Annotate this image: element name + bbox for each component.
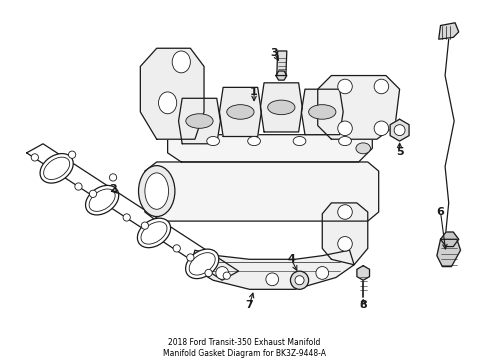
Ellipse shape xyxy=(373,121,388,136)
Ellipse shape xyxy=(226,105,254,119)
Polygon shape xyxy=(26,144,238,280)
Text: 7: 7 xyxy=(245,300,253,310)
Text: 6: 6 xyxy=(436,207,444,217)
Polygon shape xyxy=(438,23,458,39)
Polygon shape xyxy=(440,232,458,247)
Ellipse shape xyxy=(373,79,388,94)
Ellipse shape xyxy=(338,136,351,145)
Polygon shape xyxy=(276,51,286,76)
Ellipse shape xyxy=(186,254,194,261)
Polygon shape xyxy=(190,250,353,289)
Ellipse shape xyxy=(393,125,404,136)
Text: 2018 Ford Transit-350 Exhaust Manifold
Manifold Gasket Diagram for BK3Z-9448-A: 2018 Ford Transit-350 Exhaust Manifold M… xyxy=(162,338,325,358)
Ellipse shape xyxy=(185,249,218,279)
Ellipse shape xyxy=(89,189,115,211)
Polygon shape xyxy=(178,98,220,144)
Polygon shape xyxy=(219,87,261,136)
Ellipse shape xyxy=(294,276,304,285)
Ellipse shape xyxy=(189,253,215,275)
Text: 3: 3 xyxy=(270,48,277,58)
Text: 2: 2 xyxy=(109,184,117,194)
Ellipse shape xyxy=(68,151,76,158)
Ellipse shape xyxy=(172,51,190,73)
Polygon shape xyxy=(144,162,378,221)
Polygon shape xyxy=(389,119,408,141)
Ellipse shape xyxy=(267,100,294,115)
Ellipse shape xyxy=(308,105,335,119)
Ellipse shape xyxy=(315,267,328,279)
Ellipse shape xyxy=(204,269,212,276)
Ellipse shape xyxy=(141,222,167,244)
Polygon shape xyxy=(317,76,399,139)
Ellipse shape xyxy=(138,166,175,217)
Ellipse shape xyxy=(185,114,213,128)
Polygon shape xyxy=(322,203,367,265)
Polygon shape xyxy=(140,48,203,139)
Ellipse shape xyxy=(215,267,228,279)
Ellipse shape xyxy=(337,79,351,94)
Ellipse shape xyxy=(337,121,351,136)
Ellipse shape xyxy=(137,218,170,248)
Ellipse shape xyxy=(123,214,130,221)
Ellipse shape xyxy=(337,237,351,251)
Ellipse shape xyxy=(173,245,180,252)
Ellipse shape xyxy=(290,271,308,289)
Ellipse shape xyxy=(85,185,119,215)
Ellipse shape xyxy=(89,190,97,197)
Text: 4: 4 xyxy=(287,254,295,264)
Ellipse shape xyxy=(247,136,260,145)
Ellipse shape xyxy=(206,136,219,145)
Ellipse shape xyxy=(144,173,168,209)
Ellipse shape xyxy=(265,273,278,286)
Ellipse shape xyxy=(109,174,117,181)
Polygon shape xyxy=(275,71,286,80)
Ellipse shape xyxy=(337,205,351,219)
Ellipse shape xyxy=(40,154,73,183)
Ellipse shape xyxy=(43,157,69,180)
Ellipse shape xyxy=(31,154,39,161)
Ellipse shape xyxy=(355,143,370,154)
Polygon shape xyxy=(167,135,371,162)
Ellipse shape xyxy=(75,183,82,190)
Polygon shape xyxy=(301,89,343,135)
Ellipse shape xyxy=(293,136,305,145)
Polygon shape xyxy=(436,239,460,267)
Text: 8: 8 xyxy=(359,300,366,310)
Text: 1: 1 xyxy=(250,87,257,97)
Ellipse shape xyxy=(158,92,176,114)
Text: 5: 5 xyxy=(395,147,403,157)
Ellipse shape xyxy=(223,272,230,279)
Polygon shape xyxy=(356,266,369,280)
Ellipse shape xyxy=(141,222,148,229)
Polygon shape xyxy=(260,83,302,132)
